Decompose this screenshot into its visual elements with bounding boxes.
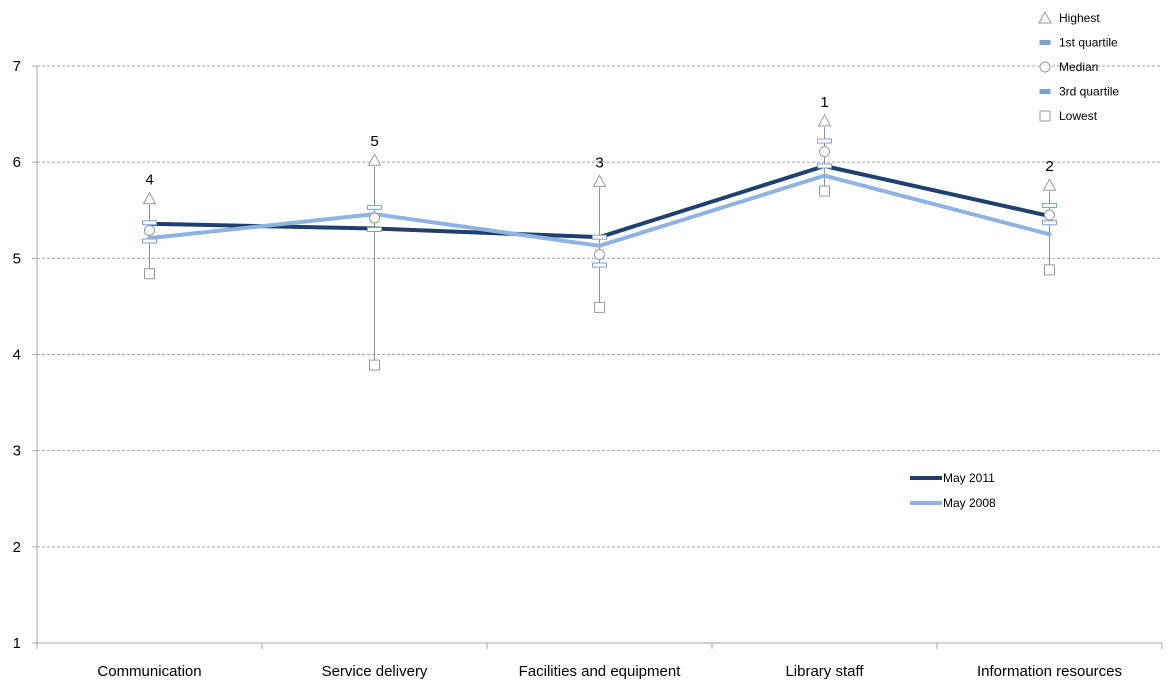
- y-tick-label: 2: [13, 539, 21, 556]
- x-tick-label: Service delivery: [322, 663, 428, 680]
- distribution-legend-label: Median: [1059, 60, 1098, 74]
- legend-q3-icon: [1039, 89, 1051, 94]
- q3-marker: [592, 262, 607, 268]
- q1-marker: [367, 204, 382, 210]
- highest-marker: [1042, 178, 1057, 191]
- median-marker: [819, 146, 830, 158]
- series-legend: May 2011 May 2008: [910, 471, 996, 510]
- gridlines: [37, 65, 1162, 548]
- q3-marker: [817, 163, 832, 169]
- q3-marker: [1042, 220, 1057, 226]
- x-tick-labels: Communication Service delivery Facilities …: [97, 663, 1122, 680]
- q3-marker: [142, 238, 157, 244]
- legend-lowest-icon: [1039, 110, 1051, 122]
- x-tick-label: Facilities and equipment: [519, 663, 682, 680]
- legend-highest-icon: [1038, 10, 1052, 24]
- distribution-legend-label: 3rd quartile: [1059, 85, 1119, 99]
- y-tick-label: 6: [13, 154, 21, 171]
- y-tick-label: 3: [13, 443, 21, 460]
- median-marker: [1044, 209, 1055, 221]
- lowest-marker: [144, 268, 155, 280]
- distribution-legend: Highest 1st quartile Median 3rd quartile Low…: [1038, 10, 1119, 123]
- lowest-marker: [1044, 264, 1055, 276]
- series-legend-label: May 2008: [943, 496, 996, 510]
- highest-marker: [592, 174, 607, 187]
- x-tick-label: Library staff: [785, 663, 864, 680]
- series-legend-label: May 2011: [943, 471, 995, 485]
- x-tick-label: Information resources: [977, 663, 1122, 680]
- rank-label: 2: [1045, 158, 1053, 175]
- highest-marker: [367, 153, 382, 166]
- y-tick-labels: 1 2 3 4 5 6 7: [13, 58, 21, 652]
- rank-label: 1: [820, 94, 828, 111]
- lowest-marker: [594, 301, 605, 313]
- q1-marker: [142, 220, 157, 226]
- distribution-legend-label: Lowest: [1059, 109, 1098, 123]
- x-tick-label: Communication: [97, 663, 201, 680]
- rank-labels: 4 5 3 1 2: [145, 94, 1053, 189]
- y-tick-label: 7: [13, 58, 21, 75]
- distribution-markers: [142, 113, 1057, 371]
- y-tick-label: 1: [13, 635, 21, 652]
- median-marker: [594, 248, 605, 260]
- median-marker: [369, 212, 380, 224]
- axes: [32, 65, 1163, 649]
- legend-q1-icon: [1039, 40, 1051, 45]
- rank-label: 5: [370, 133, 378, 150]
- q1-marker: [592, 234, 607, 240]
- y-tick-label: 5: [13, 250, 21, 267]
- rank-label: 4: [145, 172, 153, 189]
- q1-marker: [1042, 202, 1057, 208]
- median-marker: [144, 224, 155, 236]
- legend-median-icon: [1039, 61, 1051, 73]
- highest-marker: [142, 191, 157, 205]
- y-tick-label: 4: [13, 347, 21, 364]
- lowest-marker: [819, 185, 830, 197]
- series-line-may-2008: [147, 173, 1052, 248]
- q3-marker: [367, 226, 382, 232]
- distribution-legend-label: Highest: [1059, 11, 1100, 25]
- lowest-marker: [369, 359, 380, 371]
- highest-marker: [817, 113, 832, 127]
- rank-label: 3: [595, 154, 603, 171]
- distribution-legend-label: 1st quartile: [1059, 36, 1118, 50]
- q1-marker: [817, 138, 832, 144]
